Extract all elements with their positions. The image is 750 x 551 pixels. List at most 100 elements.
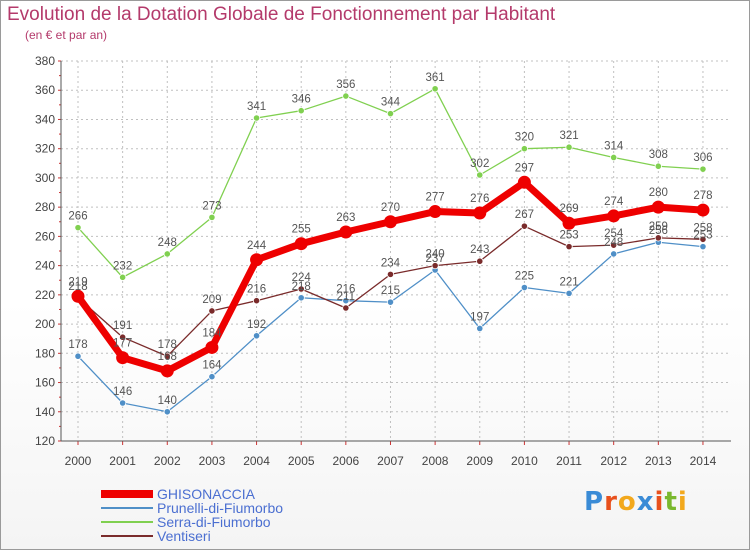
data-point-serra-di-fiumorbo [74, 224, 82, 232]
data-point-serra-di-fiumorbo [654, 162, 662, 170]
chart-subtitle: (en € et par an) [25, 28, 108, 42]
y-tick-label: 120 [35, 434, 55, 448]
data-point-prunelli-di-fiumorbo [699, 243, 707, 251]
data-point-ventiseri [431, 262, 439, 270]
data-point-serra-di-fiumorbo [119, 273, 127, 281]
y-tick-label: 140 [35, 405, 55, 419]
logo-letter: o [617, 487, 637, 517]
data-point-prunelli-di-fiumorbo [342, 297, 350, 305]
data-label-ghisonaccia: 280 [649, 187, 668, 199]
data-point-ghisonaccia [160, 364, 174, 378]
data-point-ghisonaccia [473, 206, 487, 220]
data-label-prunelli-di-fiumorbo: 225 [515, 271, 534, 283]
data-label-ventiseri: 253 [559, 230, 578, 242]
data-label-ghisonaccia: 184 [202, 327, 222, 339]
data-point-prunelli-di-fiumorbo [74, 352, 82, 360]
data-label-serra-di-fiumorbo: 344 [381, 97, 401, 109]
x-tick-label: 2012 [600, 454, 627, 468]
data-point-serra-di-fiumorbo [610, 153, 618, 162]
data-label-serra-di-fiumorbo: 346 [292, 94, 311, 106]
data-point-prunelli-di-fiumorbo [476, 324, 484, 333]
data-point-serra-di-fiumorbo [431, 85, 439, 93]
data-point-ghisonaccia [383, 215, 397, 229]
data-label-prunelli-di-fiumorbo: 192 [247, 319, 266, 331]
data-label-ghisonaccia: 269 [559, 203, 578, 215]
data-label-serra-di-fiumorbo: 361 [426, 72, 445, 84]
x-tick-label: 2011 [556, 454, 582, 468]
data-point-ventiseri [610, 241, 618, 249]
data-label-serra-di-fiumorbo: 266 [68, 211, 87, 223]
x-tick-label: 2000 [65, 454, 92, 468]
data-point-prunelli-di-fiumorbo [520, 283, 529, 292]
data-label-prunelli-di-fiumorbo: 197 [470, 311, 489, 323]
data-label-serra-di-fiumorbo: 321 [559, 130, 578, 142]
data-label-ventiseri: 254 [604, 228, 624, 240]
x-tick-label: 2006 [332, 454, 359, 468]
data-point-prunelli-di-fiumorbo [386, 298, 395, 306]
data-label-serra-di-fiumorbo: 356 [336, 79, 355, 91]
data-label-ventiseri: 218 [68, 281, 87, 293]
data-label-ventiseri: 240 [426, 249, 445, 261]
data-point-ventiseri [565, 243, 573, 251]
data-label-ventiseri: 234 [381, 257, 401, 269]
logo-letter: P [584, 487, 605, 517]
data-point-prunelli-di-fiumorbo [565, 289, 573, 297]
data-point-ghisonaccia [517, 175, 531, 189]
data-label-ghisonaccia: 219 [68, 276, 87, 288]
data-label-ventiseri: 259 [649, 221, 668, 233]
data-label-ventiseri: 191 [113, 320, 132, 332]
data-point-ventiseri [476, 257, 484, 265]
x-tick-label: 2013 [645, 454, 672, 468]
data-point-prunelli-di-fiumorbo [297, 294, 305, 302]
data-point-serra-di-fiumorbo [520, 145, 529, 153]
x-tick-label: 2007 [377, 454, 404, 468]
data-label-prunelli-di-fiumorbo: 216 [336, 284, 355, 296]
data-point-serra-di-fiumorbo [297, 107, 305, 115]
legend-swatch [101, 490, 153, 498]
data-label-ghisonaccia: 274 [604, 196, 624, 208]
data-label-serra-di-fiumorbo: 248 [158, 237, 177, 249]
data-point-ghisonaccia [696, 203, 710, 217]
data-point-ventiseri [252, 297, 261, 305]
logo-letter: i [654, 487, 665, 517]
data-label-serra-di-fiumorbo: 302 [470, 158, 489, 170]
y-tick-label: 240 [35, 259, 55, 273]
logo-letter: t [664, 487, 678, 517]
data-label-ghisonaccia: 244 [247, 240, 267, 252]
data-label-ghisonaccia: 276 [470, 193, 489, 205]
x-tick-label: 2001 [109, 454, 136, 468]
data-label-ghisonaccia: 297 [515, 162, 534, 174]
data-label-serra-di-fiumorbo: 341 [247, 101, 266, 113]
data-label-ventiseri: 243 [470, 244, 489, 256]
data-point-ventiseri [342, 304, 350, 312]
data-label-ventiseri: 258 [693, 222, 712, 234]
data-point-serra-di-fiumorbo [565, 143, 573, 151]
data-label-prunelli-di-fiumorbo: 221 [559, 276, 578, 288]
data-point-ghisonaccia [428, 205, 442, 219]
data-point-ventiseri [699, 235, 707, 243]
y-tick-label: 200 [35, 317, 55, 331]
data-point-serra-di-fiumorbo [342, 92, 350, 100]
data-point-ghisonaccia [250, 253, 264, 267]
logo-letter: x [636, 487, 655, 517]
data-label-serra-di-fiumorbo: 320 [515, 132, 534, 144]
x-tick-label: 2004 [243, 454, 270, 468]
legend-swatch [101, 521, 153, 523]
y-tick-label: 260 [35, 229, 55, 243]
data-label-serra-di-fiumorbo: 308 [649, 149, 668, 161]
data-label-ventiseri: 216 [247, 284, 266, 296]
data-point-serra-di-fiumorbo [252, 114, 261, 122]
data-point-ventiseri [208, 307, 216, 315]
x-tick-label: 2003 [199, 454, 226, 468]
data-point-serra-di-fiumorbo [208, 213, 216, 221]
x-tick-label: 2014 [690, 454, 717, 468]
data-label-prunelli-di-fiumorbo: 256 [649, 225, 668, 237]
data-label-ventiseri: 178 [158, 339, 177, 351]
x-tick-label: 2008 [422, 454, 449, 468]
data-label-ventiseri: 211 [337, 291, 355, 303]
data-label-ghisonaccia: 255 [292, 224, 311, 236]
data-label-ventiseri: 267 [515, 209, 534, 221]
data-label-ghisonaccia: 278 [693, 190, 712, 202]
